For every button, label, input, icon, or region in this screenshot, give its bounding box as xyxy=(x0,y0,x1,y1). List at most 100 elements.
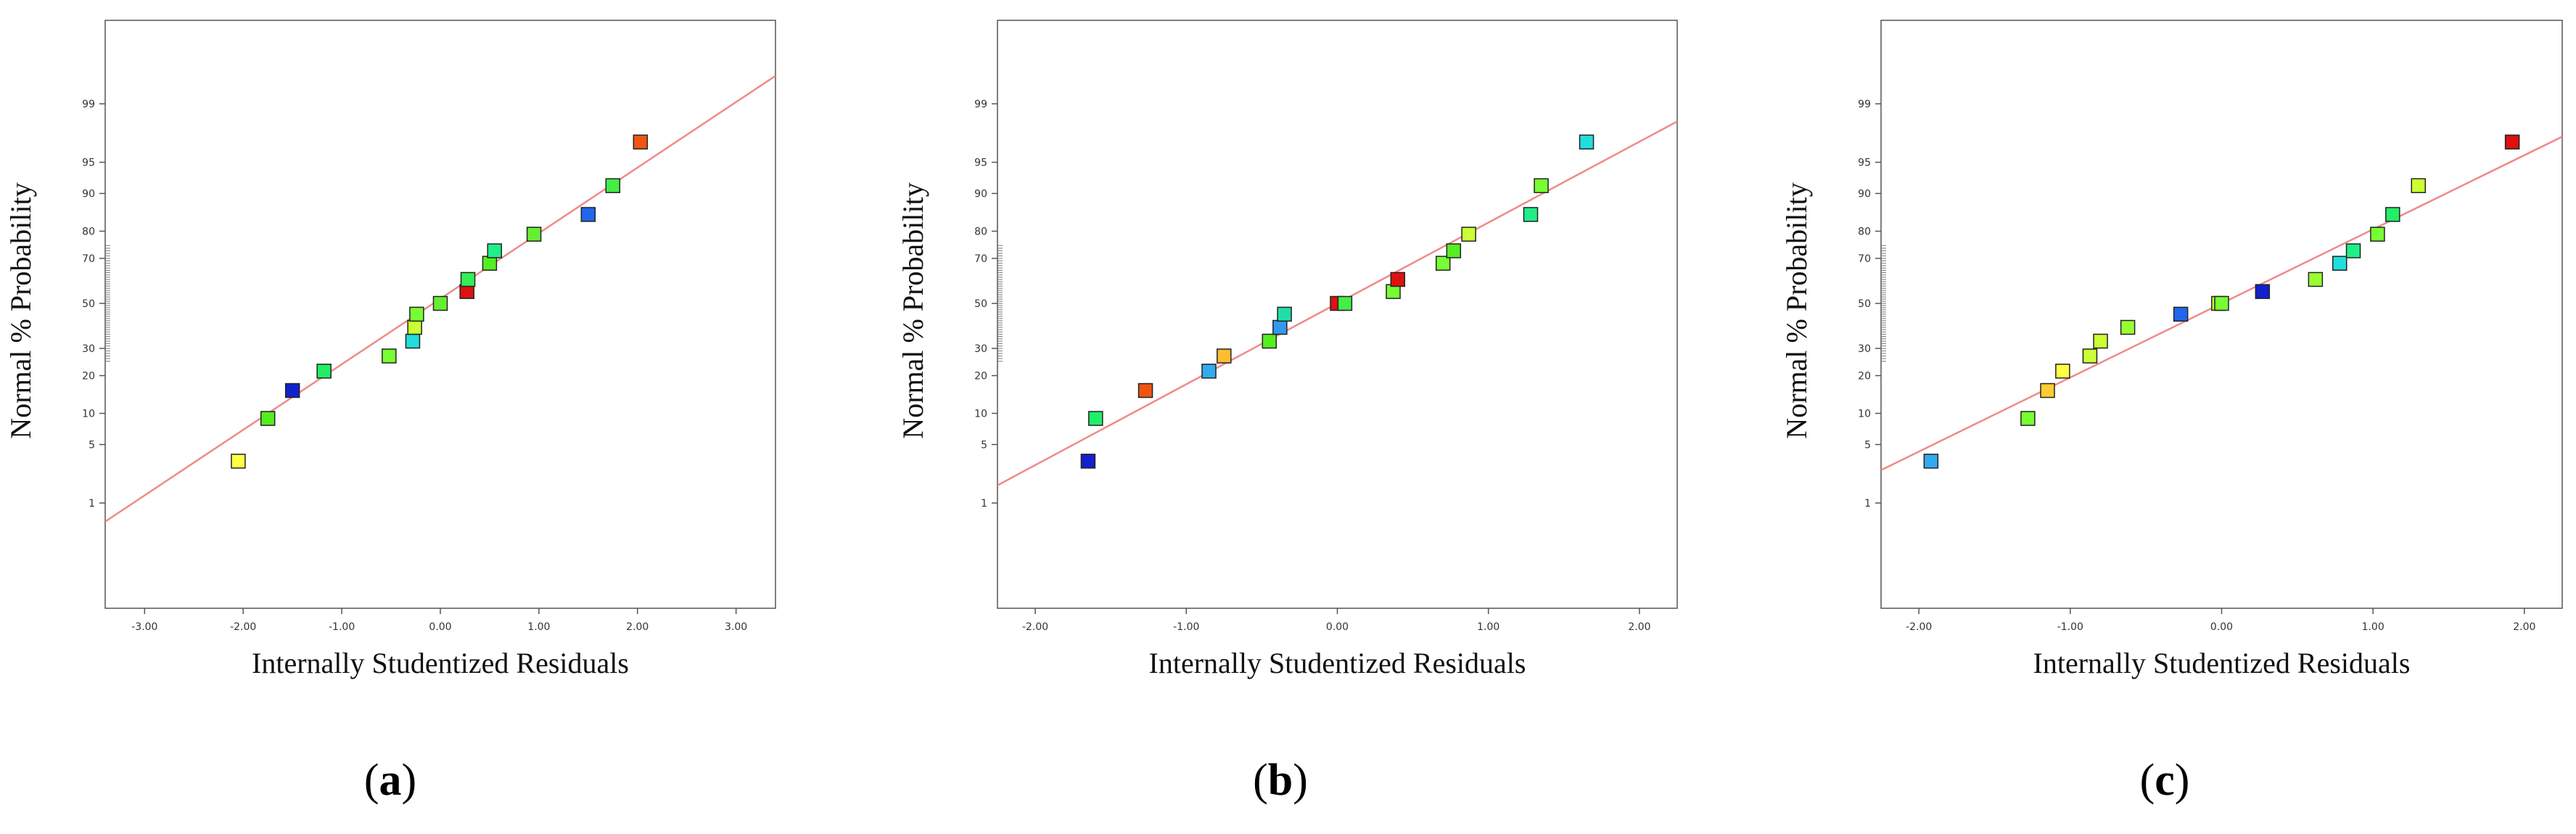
data-point-a-14 xyxy=(580,207,596,222)
data-point-a-6 xyxy=(407,319,422,335)
y-tick-label-c-6: 70 xyxy=(1858,253,1871,265)
y-tick-label-a-1: 5 xyxy=(89,439,95,451)
data-point-a-8 xyxy=(432,295,448,311)
data-point-c-14 xyxy=(2370,226,2385,242)
chart-panel-c: 1 5 10 20 30 50 70 80 90 95 99 -2.00 -1.00 0.00 1.00 2.… xyxy=(1780,20,2563,805)
x-tick-label-b-0: -2.00 xyxy=(1022,621,1048,633)
data-point-c-9 xyxy=(2214,295,2229,311)
y-tick-label-b-6: 70 xyxy=(974,253,987,265)
data-point-a-7 xyxy=(409,306,424,322)
data-point-a-0 xyxy=(231,454,246,469)
data-point-a-3 xyxy=(316,364,332,379)
x-axis-title-c: Internally Studentized Residuals xyxy=(2033,647,2411,679)
y-axis-title-c: Normal % Probability xyxy=(1780,182,1813,438)
y-tick-label-a-8: 90 xyxy=(82,189,95,200)
y-tick-label-a-6: 70 xyxy=(82,253,95,265)
data-point-a-11 xyxy=(482,255,498,271)
x-tick-label-c-4: 2.00 xyxy=(2513,621,2535,633)
plot-frame-a xyxy=(104,20,776,609)
y-tick-label-b-7: 80 xyxy=(974,226,987,238)
y-tick-label-a-4: 30 xyxy=(82,343,95,355)
data-point-c-7 xyxy=(2173,306,2189,322)
y-tick-label-b-3: 20 xyxy=(974,370,987,382)
data-point-b-12 xyxy=(1436,255,1451,271)
data-point-b-11 xyxy=(1390,271,1406,287)
data-point-c-12 xyxy=(2332,255,2347,271)
panel-caption-a: (a) xyxy=(364,756,416,805)
y-tick-label-c-7: 80 xyxy=(1858,226,1871,238)
y-tick-label-a-7: 80 xyxy=(82,226,95,238)
data-point-c-11 xyxy=(2308,271,2324,287)
data-point-c-5 xyxy=(2093,333,2108,349)
y-tick-label-b-4: 30 xyxy=(974,343,987,355)
data-point-b-13 xyxy=(1446,243,1462,258)
data-point-a-13 xyxy=(526,226,542,242)
data-point-c-2 xyxy=(2040,383,2055,398)
data-point-b-2 xyxy=(1137,383,1153,398)
y-tick-label-c-5: 50 xyxy=(1858,298,1871,310)
x-axis-title-b: Internally Studentized Residuals xyxy=(1149,647,1526,679)
data-point-a-15 xyxy=(605,178,621,194)
data-point-a-4 xyxy=(382,348,397,364)
y-tick-label-b-5: 50 xyxy=(974,298,987,310)
x-tick-label-b-1: -1.00 xyxy=(1173,621,1199,633)
data-point-c-6 xyxy=(2120,319,2136,335)
y-tick-label-a-10: 99 xyxy=(82,99,95,110)
data-point-b-15 xyxy=(1523,207,1539,222)
data-point-b-0 xyxy=(1080,454,1096,469)
x-tick-label-c-3: 1.00 xyxy=(2362,621,2384,633)
data-point-c-4 xyxy=(2082,348,2098,364)
data-point-a-12 xyxy=(487,243,502,258)
panel-caption-c: (c) xyxy=(2140,756,2190,805)
x-tick-label-b-4: 2.00 xyxy=(1628,621,1650,633)
y-minor-ticks-c xyxy=(1881,245,1886,362)
y-tick-label-a-0: 1 xyxy=(89,498,95,510)
y-tick-label-a-2: 10 xyxy=(82,408,95,420)
data-point-b-1 xyxy=(1088,411,1103,426)
x-tick-label-a-3: 0.00 xyxy=(429,621,451,633)
data-point-a-10 xyxy=(460,271,476,287)
y-tick-label-b-1: 5 xyxy=(981,439,987,451)
y-tick-label-b-8: 90 xyxy=(974,189,987,200)
y-tick-label-b-0: 1 xyxy=(981,498,987,510)
data-point-a-1 xyxy=(260,411,276,426)
data-point-b-3 xyxy=(1201,364,1217,379)
y-tick-label-c-0: 1 xyxy=(1864,498,1871,510)
data-point-b-16 xyxy=(1534,178,1549,194)
data-point-c-10 xyxy=(2255,284,2271,299)
y-tick-label-c-10: 99 xyxy=(1858,99,1871,110)
y-tick-label-a-9: 95 xyxy=(82,158,95,169)
panel-caption-b: (b) xyxy=(1253,756,1308,805)
data-point-b-5 xyxy=(1262,333,1277,349)
y-tick-label-a-5: 50 xyxy=(82,298,95,310)
data-point-a-16 xyxy=(633,134,649,150)
x-tick-label-c-0: -2.00 xyxy=(1906,621,1932,633)
x-tick-label-a-4: 1.00 xyxy=(527,621,550,633)
data-point-c-13 xyxy=(2345,243,2361,258)
y-tick-label-c-4: 30 xyxy=(1858,343,1871,355)
data-point-c-3 xyxy=(2055,364,2070,379)
data-point-b-4 xyxy=(1217,348,1232,364)
data-point-b-14 xyxy=(1461,226,1476,242)
y-tick-label-b-9: 95 xyxy=(974,158,987,169)
x-tick-label-c-1: -1.00 xyxy=(2057,621,2083,633)
x-tick-label-c-2: 0.00 xyxy=(2210,621,2233,633)
y-minor-ticks-b xyxy=(997,245,1003,362)
data-point-c-0 xyxy=(1923,454,1939,469)
y-tick-label-b-10: 99 xyxy=(974,99,987,110)
y-tick-label-c-1: 5 xyxy=(1864,439,1871,451)
data-point-b-7 xyxy=(1277,306,1292,322)
x-tick-label-a-5: 2.00 xyxy=(626,621,649,633)
y-tick-label-c-9: 95 xyxy=(1858,158,1871,169)
x-tick-label-b-2: 0.00 xyxy=(1326,621,1349,633)
y-tick-label-c-8: 90 xyxy=(1858,189,1871,200)
data-point-a-2 xyxy=(284,383,300,398)
x-tick-label-a-2: -1.00 xyxy=(329,621,355,633)
data-point-c-15 xyxy=(2385,207,2400,222)
y-tick-label-a-3: 20 xyxy=(82,370,95,382)
y-axis-title-a: Normal % Probability xyxy=(4,182,37,438)
data-point-a-5 xyxy=(405,333,421,349)
y-axis-title-b: Normal % Probability xyxy=(897,182,929,438)
y-minor-ticks-a xyxy=(105,245,110,362)
